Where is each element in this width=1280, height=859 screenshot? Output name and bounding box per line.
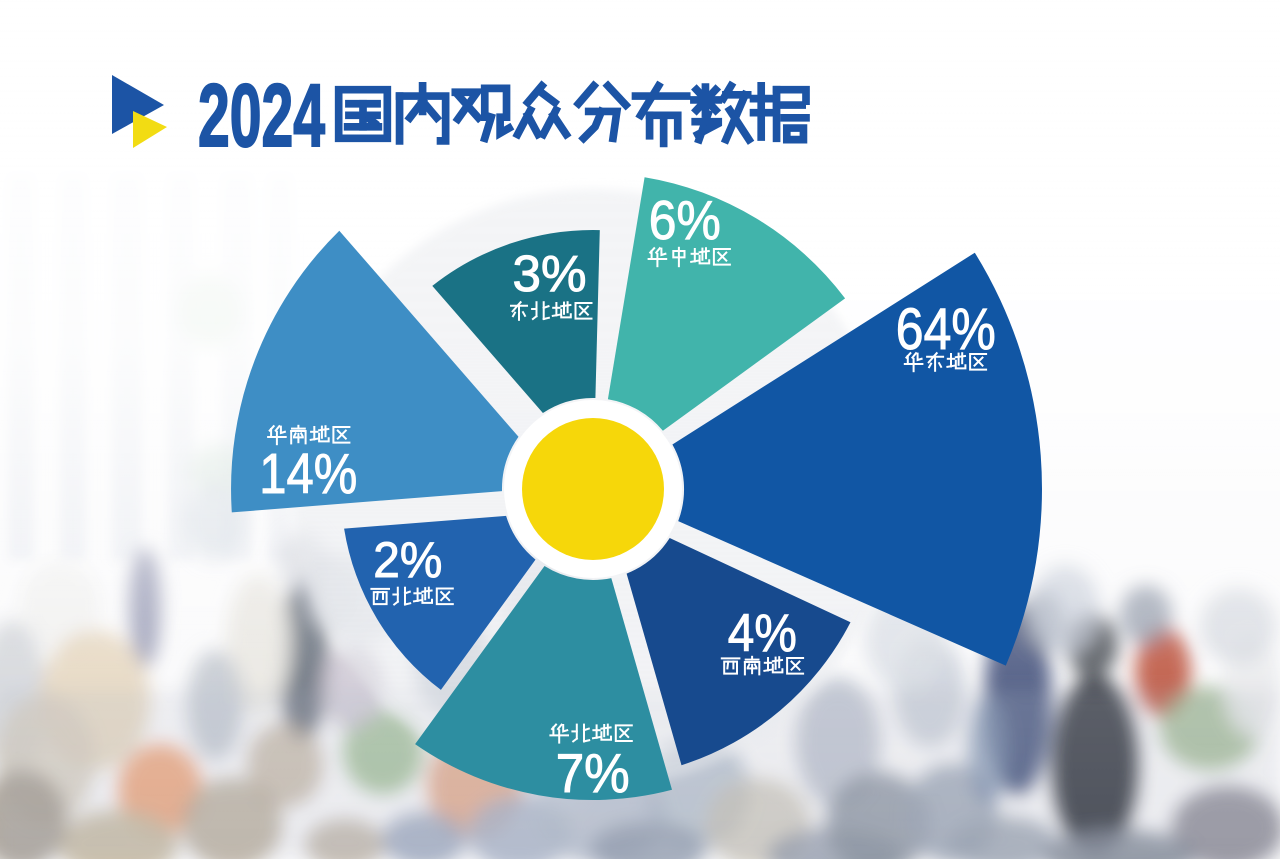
svg-text:14%: 14%	[259, 442, 357, 506]
svg-text:2024: 2024	[198, 65, 325, 165]
svg-text:7%: 7%	[556, 742, 630, 804]
svg-text:6%: 6%	[649, 189, 721, 251]
svg-text:4%: 4%	[728, 604, 797, 663]
svg-text:64%: 64%	[896, 297, 996, 362]
svg-text:3%: 3%	[513, 245, 587, 302]
svg-text:2%: 2%	[373, 532, 442, 588]
